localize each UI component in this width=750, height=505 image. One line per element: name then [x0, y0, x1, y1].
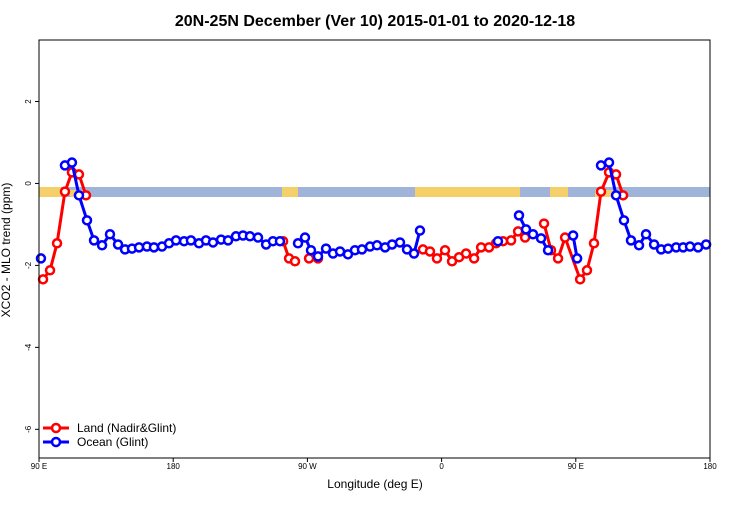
data-point: [394, 237, 406, 248]
data-point: [460, 248, 472, 259]
data-point: [303, 253, 315, 264]
data-point: [535, 233, 547, 244]
data-point: [692, 242, 704, 253]
data-point: [538, 218, 550, 229]
data-point: [595, 186, 607, 197]
data-point: [505, 235, 517, 246]
data-point: [468, 253, 480, 264]
data-point: [112, 239, 124, 250]
data-point: [552, 253, 564, 264]
data-point: [633, 240, 645, 251]
data-point: [513, 210, 525, 221]
data-point: [431, 253, 443, 264]
data-point: [252, 232, 264, 243]
data-point: [148, 242, 160, 253]
data-point: [81, 215, 93, 226]
data-point: [424, 246, 436, 257]
x-tick-label: 90 E: [31, 462, 47, 471]
data-point: [559, 232, 571, 243]
data-point: [520, 224, 532, 235]
data-point: [289, 256, 301, 267]
data-point: [88, 235, 100, 246]
y-tick-label: -2: [24, 261, 33, 269]
data-point: [207, 237, 219, 248]
data-point: [170, 235, 182, 246]
x-axis-label: Longitude (deg E): [327, 477, 422, 491]
data-point: [439, 244, 451, 256]
data-point: [640, 228, 652, 240]
y-axis-label: XCO2 - MLO trend (ppm): [0, 183, 13, 318]
data-point: [542, 244, 554, 256]
data-point: [527, 228, 539, 240]
data-point: [44, 265, 56, 276]
data-point: [222, 235, 234, 246]
data-point: [292, 238, 304, 249]
legend-label: Land (Nadir&Glint): [77, 421, 176, 435]
x-tick-label: 0: [439, 462, 444, 471]
data-point: [305, 244, 317, 256]
data-point: [648, 239, 660, 250]
data-point: [408, 248, 420, 259]
data-point: [567, 230, 579, 241]
x-tick-label: 180: [703, 462, 717, 471]
data-point: [73, 190, 85, 201]
legend-marker: [50, 436, 62, 448]
data-point: [581, 265, 593, 276]
chart-title: 20N-25N December (Ver 10) 2015-01-01 to …: [175, 13, 575, 30]
data-point: [356, 244, 368, 255]
data-point: [595, 160, 607, 171]
x-tick-label: 90 W: [298, 462, 317, 471]
data-point: [574, 274, 586, 285]
data-point: [625, 235, 637, 246]
data-point: [588, 238, 600, 249]
x-tick-label: 180: [167, 462, 181, 471]
y-tick-label: 0: [24, 181, 33, 186]
data-point: [492, 235, 504, 247]
data-point: [244, 231, 256, 242]
data-point: [603, 157, 615, 168]
plot-frame: [38, 39, 711, 459]
data-point: [662, 243, 674, 254]
legend-label: Ocean (Glint): [77, 435, 148, 449]
data-point: [618, 215, 630, 226]
data-point: [571, 253, 583, 264]
y-tick-label: 2: [24, 99, 33, 104]
data-point: [96, 240, 108, 251]
data-point: [312, 251, 324, 262]
land-mask-band: [39, 187, 710, 197]
data-point: [51, 238, 63, 249]
data-point: [610, 190, 622, 201]
data-point: [299, 232, 311, 243]
data-point: [320, 243, 332, 254]
data-point: [35, 253, 47, 264]
data-point: [684, 241, 696, 252]
legend-marker: [50, 422, 62, 434]
data-point: [66, 157, 78, 168]
data-point: [414, 225, 426, 236]
data-point: [104, 228, 116, 240]
y-tick-label: -4: [24, 343, 33, 351]
data-point: [59, 186, 71, 197]
y-tick-label: -6: [24, 425, 33, 433]
data-point: [274, 235, 286, 247]
data-point: [185, 235, 197, 246]
data-point: [37, 274, 49, 285]
plot-area: [35, 157, 712, 285]
data-point: [371, 240, 383, 251]
x-tick-label: 90 E: [568, 462, 584, 471]
data-point: [700, 239, 712, 250]
